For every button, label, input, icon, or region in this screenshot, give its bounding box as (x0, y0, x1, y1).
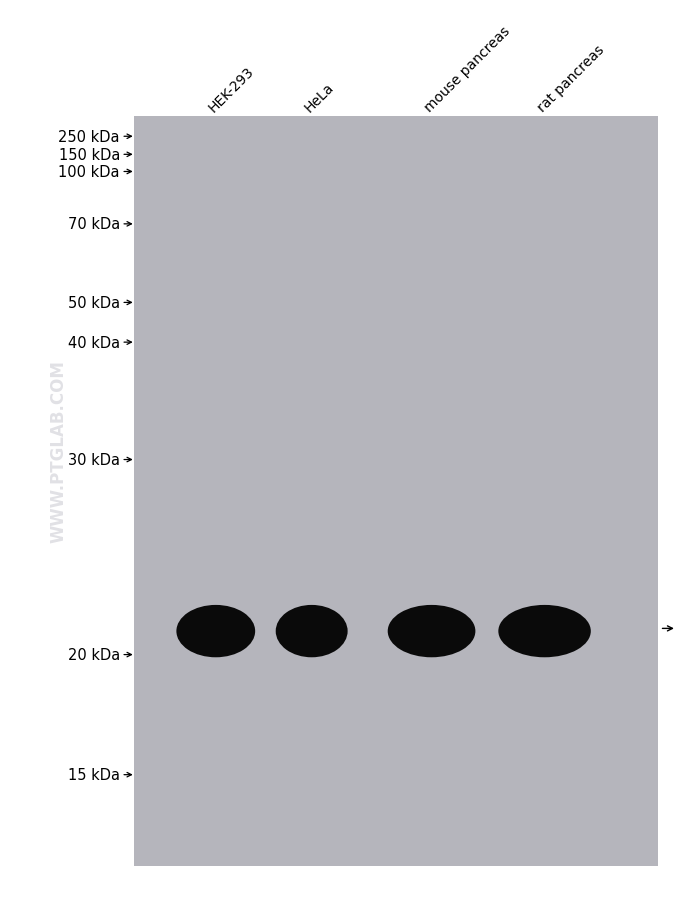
Text: 250 kDa: 250 kDa (58, 130, 120, 144)
Bar (658, 0, 685, 902)
Ellipse shape (275, 605, 347, 658)
Text: 20 kDa: 20 kDa (68, 648, 120, 662)
Text: 150 kDa: 150 kDa (58, 148, 120, 162)
Bar (134, 866, 658, 902)
Text: 70 kDa: 70 kDa (68, 217, 120, 232)
Bar (0, 0, 134, 902)
Bar (134, 117, 658, 866)
Text: 30 kDa: 30 kDa (68, 453, 120, 467)
Ellipse shape (388, 605, 475, 658)
Text: rat pancreas: rat pancreas (535, 42, 607, 115)
Text: 50 kDa: 50 kDa (68, 296, 120, 310)
Ellipse shape (499, 605, 590, 658)
Ellipse shape (176, 605, 255, 658)
Text: HEK-293: HEK-293 (206, 64, 257, 115)
Text: 40 kDa: 40 kDa (68, 336, 120, 350)
Text: WWW.PTGLAB.COM: WWW.PTGLAB.COM (49, 360, 67, 542)
Text: 15 kDa: 15 kDa (68, 768, 120, 782)
Text: mouse pancreas: mouse pancreas (422, 23, 512, 115)
Bar (134, 0, 658, 117)
Text: HeLa: HeLa (302, 79, 336, 115)
Text: 100 kDa: 100 kDa (58, 165, 120, 179)
